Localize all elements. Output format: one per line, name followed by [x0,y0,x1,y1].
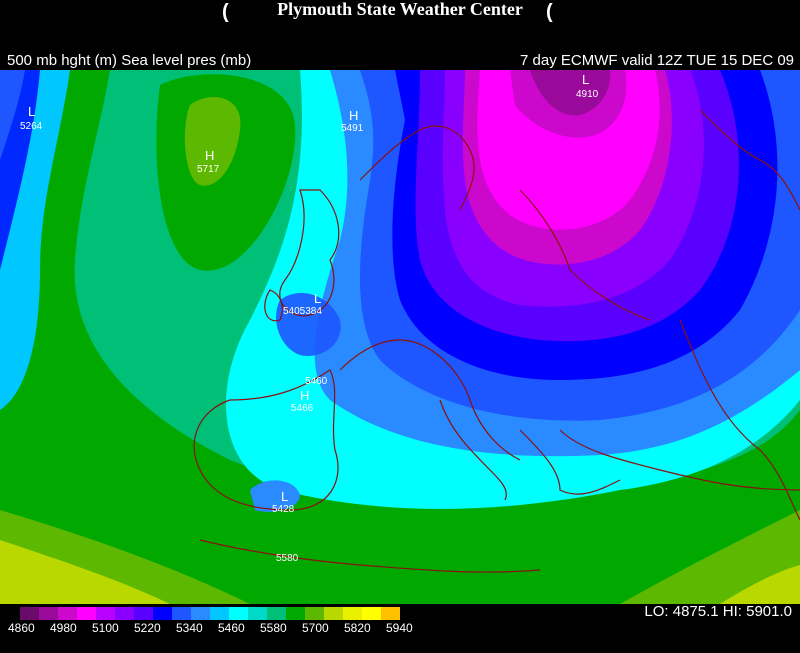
color-swatch [248,607,267,620]
color-scale-tick-label: 5340 [176,621,203,635]
color-scale-tick-label: 5220 [134,621,161,635]
color-swatch [305,607,324,620]
color-swatch [39,607,58,620]
color-scale-tick-label: 4860 [8,621,35,635]
color-swatch [362,607,381,620]
low-value-5384: 5405384 [283,306,322,317]
map-labels: L 5264 H 5717 H 5491 L 4910 L 5405384 H … [20,72,599,564]
low-marker-5264: L [28,104,35,119]
forecast-map[interactable]: L 5264 H 5717 H 5491 L 4910 L 5405384 H … [0,70,800,604]
low-marker-4910: L [582,72,589,87]
color-swatch [191,607,210,620]
low-value-5428: 5428 [272,504,295,515]
color-swatch [20,607,39,620]
color-scale-tick-label: 5460 [218,621,245,635]
color-swatch [343,607,362,620]
low-value-5264: 5264 [20,121,43,132]
high-value-5717: 5717 [197,164,220,175]
coastline-outlines [193,109,800,573]
color-swatch [324,607,343,620]
color-swatch [210,607,229,620]
color-swatch [172,607,191,620]
header-bar: ( Plymouth State Weather Center ( [0,0,800,24]
height-contour-fills [0,70,800,604]
color-swatch [77,607,96,620]
color-scale-tick-label: 5700 [302,621,329,635]
color-swatch [153,607,172,620]
color-scale-tick-label: 5580 [260,621,287,635]
color-swatch [96,607,115,620]
color-swatch [267,607,286,620]
field-description: 500 mb hght (m) Sea level pres (mb) [7,52,252,69]
page-title: Plymouth State Weather Center [277,0,523,19]
color-swatch [115,607,134,620]
valid-time: 7 day ECMWF valid 12Z TUE 15 DEC 09 [520,52,794,69]
high-value-5491: 5491 [341,123,364,134]
high-value-5466: 5466 [291,403,314,414]
color-swatch [229,607,248,620]
color-swatch [58,607,77,620]
color-swatch [134,607,153,620]
low-marker-5384: L [314,291,321,306]
high-marker-5466: H [300,388,309,403]
color-scale-tick-label: 5820 [344,621,371,635]
contour-label-5580: 5580 [276,553,299,564]
color-swatch [381,607,400,620]
low-marker-5428: L [281,489,288,504]
color-scale-bar [20,607,400,620]
left-logo-mark: ( [222,1,229,23]
color-swatch [286,607,305,620]
color-scale-tick-label: 5940 [386,621,413,635]
right-logo-mark: ( [546,1,553,23]
contour-label-5460: 5460 [305,376,328,387]
high-marker-5491: H [349,108,358,123]
color-scale-tick-label: 4980 [50,621,77,635]
color-scale-tick-label: 5100 [92,621,119,635]
min-max-readout: LO: 4875.1 HI: 5901.0 [644,603,792,620]
high-marker-5717: H [205,148,214,163]
low-value-4910: 4910 [576,89,599,100]
